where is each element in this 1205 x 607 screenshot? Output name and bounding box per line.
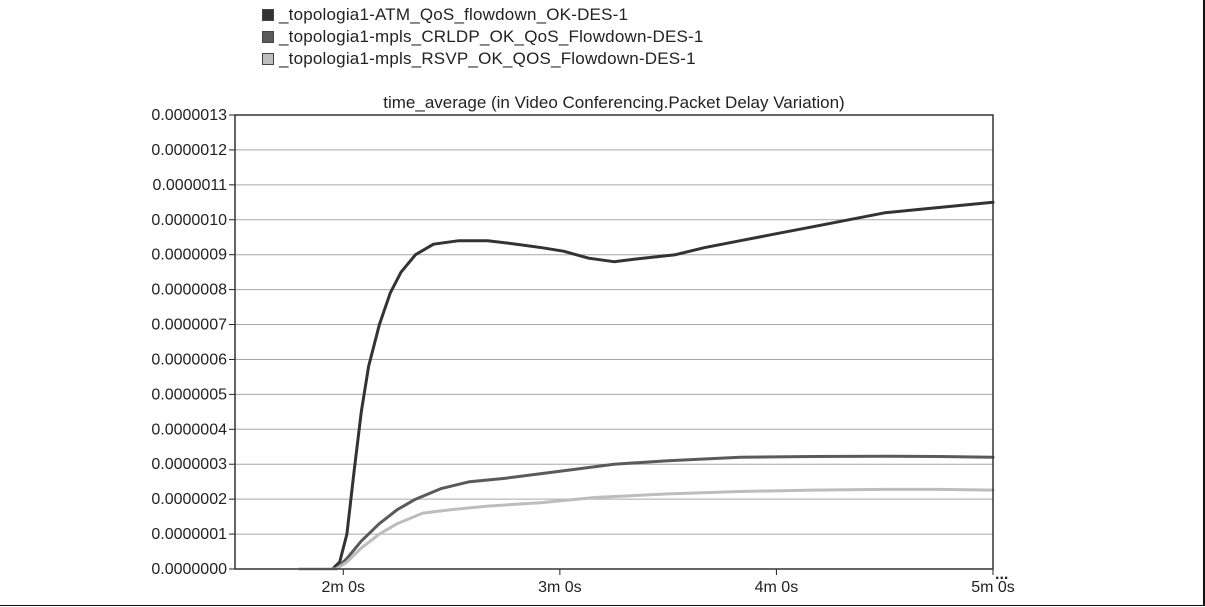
y-tick-label: 0.0000013 <box>151 107 227 124</box>
legend-swatch-crldp <box>262 31 274 43</box>
legend-label-atm: _topologia1-ATM_QoS_flowdown_OK-DES-1 <box>279 5 629 24</box>
series-line-0 <box>298 200 995 571</box>
y-tick-label: 0.0000000 <box>151 561 227 578</box>
x-tick-label: 3m 0s <box>538 579 582 596</box>
legend-item-atm: _topologia1-ATM_QoS_flowdown_OK-DES-1 <box>262 4 704 26</box>
chart-title: time_average (in Video Conferencing.Pack… <box>383 93 845 112</box>
plot-area <box>235 115 993 569</box>
y-tick-label: 0.0000003 <box>151 456 227 473</box>
series-line-2 <box>298 487 995 571</box>
chart-legend: _topologia1-ATM_QoS_flowdown_OK-DES-1 _t… <box>262 4 704 70</box>
x-axis-ellipsis: ... <box>995 566 1008 583</box>
y-tick-label: 0.0000011 <box>153 177 228 194</box>
legend-item-crldp: _topologia1-mpls_CRLDP_OK_QoS_Flowdown-D… <box>262 26 704 48</box>
x-tick-label: 2m 0s <box>321 579 365 596</box>
x-tick-label: 4m 0s <box>755 579 799 596</box>
y-tick-label: 0.0000004 <box>151 421 227 438</box>
legend-item-rsvp: _topologia1-mpls_RSVP_OK_QOS_Flowdown-DE… <box>262 48 704 70</box>
legend-label-rsvp: _topologia1-mpls_RSVP_OK_QOS_Flowdown-DE… <box>279 49 696 68</box>
y-tick-label: 0.0000010 <box>151 212 227 229</box>
y-tick-label: 0.0000006 <box>151 351 227 368</box>
y-tick-label: 0.0000008 <box>151 282 227 299</box>
series-line-1 <box>298 454 995 571</box>
legend-swatch-atm <box>262 9 274 21</box>
y-tick-label: 0.0000009 <box>151 247 227 264</box>
y-tick-label: 0.0000012 <box>151 142 227 159</box>
plot-border <box>234 114 994 570</box>
legend-swatch-rsvp <box>262 53 274 65</box>
y-tick-label: 0.0000005 <box>151 386 227 403</box>
y-tick-label: 0.0000001 <box>151 526 227 543</box>
y-tick-label: 0.0000007 <box>151 317 227 334</box>
y-tick-label: 0.0000002 <box>151 491 227 508</box>
x-tick-label: 5m 0s <box>971 579 1015 596</box>
legend-label-crldp: _topologia1-mpls_CRLDP_OK_QoS_Flowdown-D… <box>279 27 704 46</box>
